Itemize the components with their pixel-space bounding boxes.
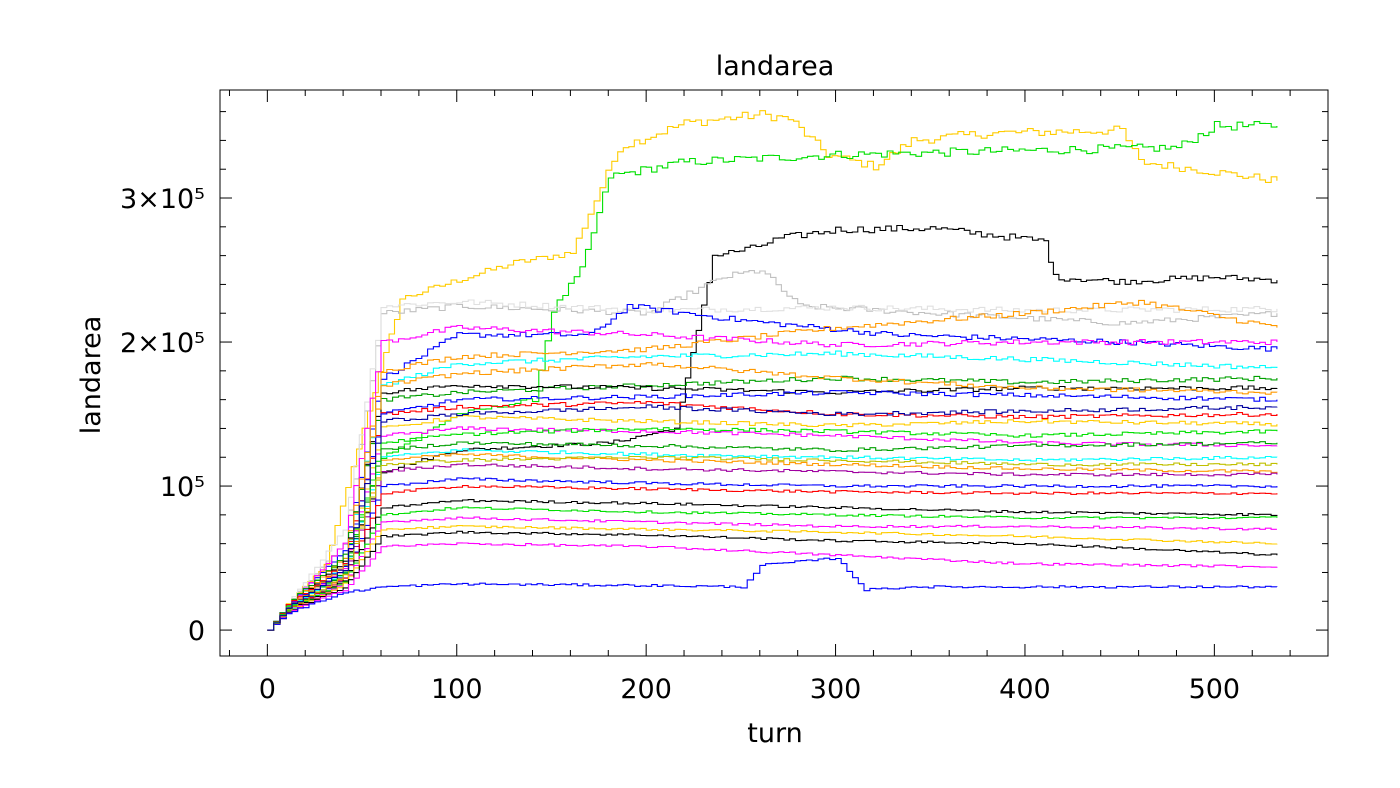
series-line-1 xyxy=(267,110,1278,631)
x-tick-label: 0 xyxy=(259,674,276,705)
series-layer xyxy=(267,110,1278,631)
y-tick-label: 0 xyxy=(188,616,205,647)
series-line-13 xyxy=(267,390,1278,631)
x-axis-label: turn xyxy=(747,718,802,749)
series-line-30 xyxy=(267,441,1278,631)
x-tick-label: 300 xyxy=(810,674,862,705)
series-line-26 xyxy=(267,530,1278,631)
series-line-20 xyxy=(267,477,1278,631)
series-line-6 xyxy=(267,303,1278,631)
x-tick-label: 200 xyxy=(620,674,672,705)
series-line-7 xyxy=(267,324,1278,631)
series-line-22 xyxy=(267,499,1278,631)
y-tick-label: 10⁵ xyxy=(160,472,205,503)
series-line-17 xyxy=(267,448,1278,631)
series-line-27 xyxy=(267,542,1278,631)
series-line-18 xyxy=(267,453,1278,631)
series-line-14 xyxy=(267,415,1278,631)
series-line-9 xyxy=(267,350,1278,631)
series-line-24 xyxy=(267,516,1277,631)
series-line-10 xyxy=(267,375,1278,631)
series-line-32 xyxy=(267,404,1278,631)
series-line-23 xyxy=(267,506,1278,631)
x-tick-label: 100 xyxy=(431,674,483,705)
series-line-25 xyxy=(267,525,1278,631)
series-line-4 xyxy=(267,270,1278,631)
chart-title: landarea xyxy=(716,51,835,82)
y-axis-label: landarea xyxy=(76,316,107,435)
series-line-29 xyxy=(267,362,1278,631)
series-line-16 xyxy=(267,427,1278,631)
plot-frame xyxy=(219,89,1329,657)
y-tick-label: 2×10⁵ xyxy=(120,328,205,359)
series-line-5 xyxy=(267,299,1278,631)
series-line-12 xyxy=(267,401,1278,631)
series-line-21 xyxy=(267,485,1278,631)
x-tick-label: 500 xyxy=(1189,674,1241,705)
x-tick-label: 400 xyxy=(999,674,1051,705)
tick-layer: 0 100 200 300 400 500 0 10⁵ 2×10⁵ 3×10⁵ xyxy=(120,90,1328,705)
y-tick-label: 3×10⁵ xyxy=(120,184,205,215)
series-line-2 xyxy=(267,120,1278,631)
series-line-11 xyxy=(267,384,1278,631)
series-line-19 xyxy=(267,463,1278,631)
series-line-8 xyxy=(267,299,1278,631)
series-line-3 xyxy=(267,224,1278,631)
series-line-28 xyxy=(267,557,1278,631)
series-line-31 xyxy=(267,455,1278,631)
